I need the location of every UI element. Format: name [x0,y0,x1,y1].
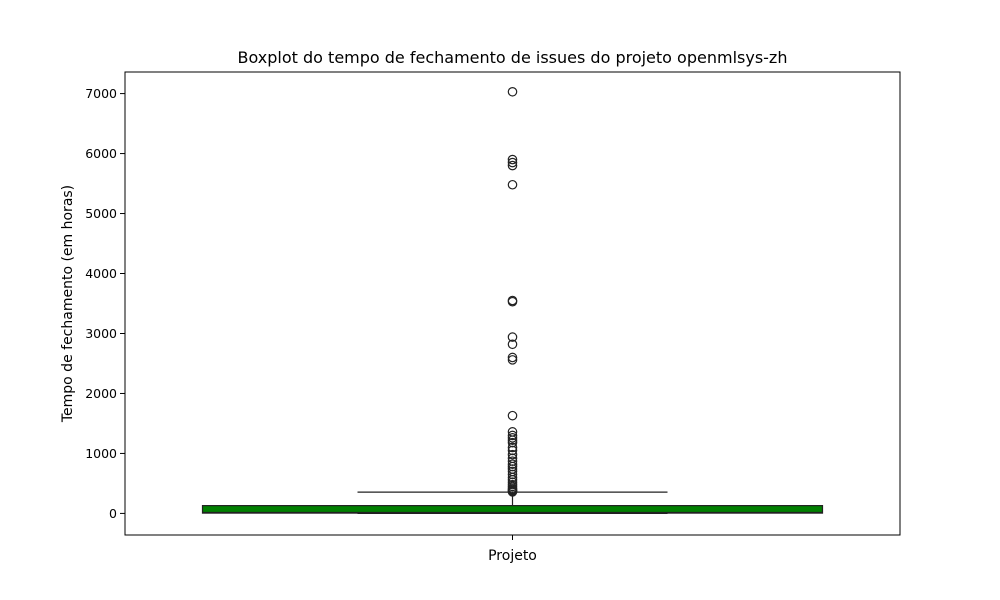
y-tick-label: 5000 [85,206,117,221]
outlier-point [507,456,518,467]
x-axis-label: Projeto [488,548,537,564]
outlier-point [507,179,518,190]
y-tick-label: 4000 [85,266,117,281]
outlier-point [507,461,518,472]
y-tick-label: 3000 [85,326,117,341]
outlier-point [507,430,518,441]
outlier-point [507,355,518,365]
outlier-point [507,445,518,456]
chart-title: Boxplot do tempo de fechamento de issues… [238,48,788,67]
y-axis-label: Tempo de fechamento (em horas) [60,185,76,423]
y-tick-label: 7000 [85,86,117,101]
outlier-point [507,86,518,97]
outlier-point [507,332,518,342]
y-axis: 0 1000 2000 3000 4000 5000 6000 7000 [85,86,125,521]
outlier-point [507,437,518,448]
outlier-point [507,410,518,421]
outlier-point [507,296,518,307]
y-tick-label: 2000 [85,386,117,401]
outlier-point [507,459,518,470]
outlier-point [507,339,518,350]
outlier-point [507,435,518,446]
outlier-point [507,487,518,497]
outlier-point [507,433,518,443]
outlier-point [507,154,518,165]
chart-marks [201,86,824,515]
outlier-point [507,160,518,171]
outlier-point [507,157,518,168]
outlier-point [507,469,518,480]
outlier-point [507,442,518,453]
outlier-point [507,352,518,363]
y-tick-label: 6000 [85,146,117,161]
y-tick-label: 1000 [85,446,117,461]
outlier-point [507,449,518,460]
y-tick-label: 0 [109,506,117,521]
